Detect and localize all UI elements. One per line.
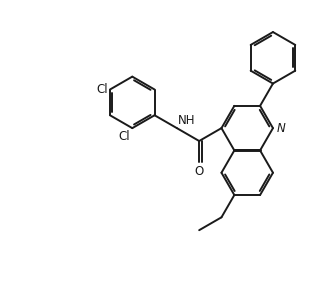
Text: N: N (277, 122, 286, 135)
Text: O: O (195, 165, 204, 177)
Text: Cl: Cl (96, 83, 108, 96)
Text: Cl: Cl (119, 130, 130, 143)
Text: NH: NH (178, 114, 195, 127)
